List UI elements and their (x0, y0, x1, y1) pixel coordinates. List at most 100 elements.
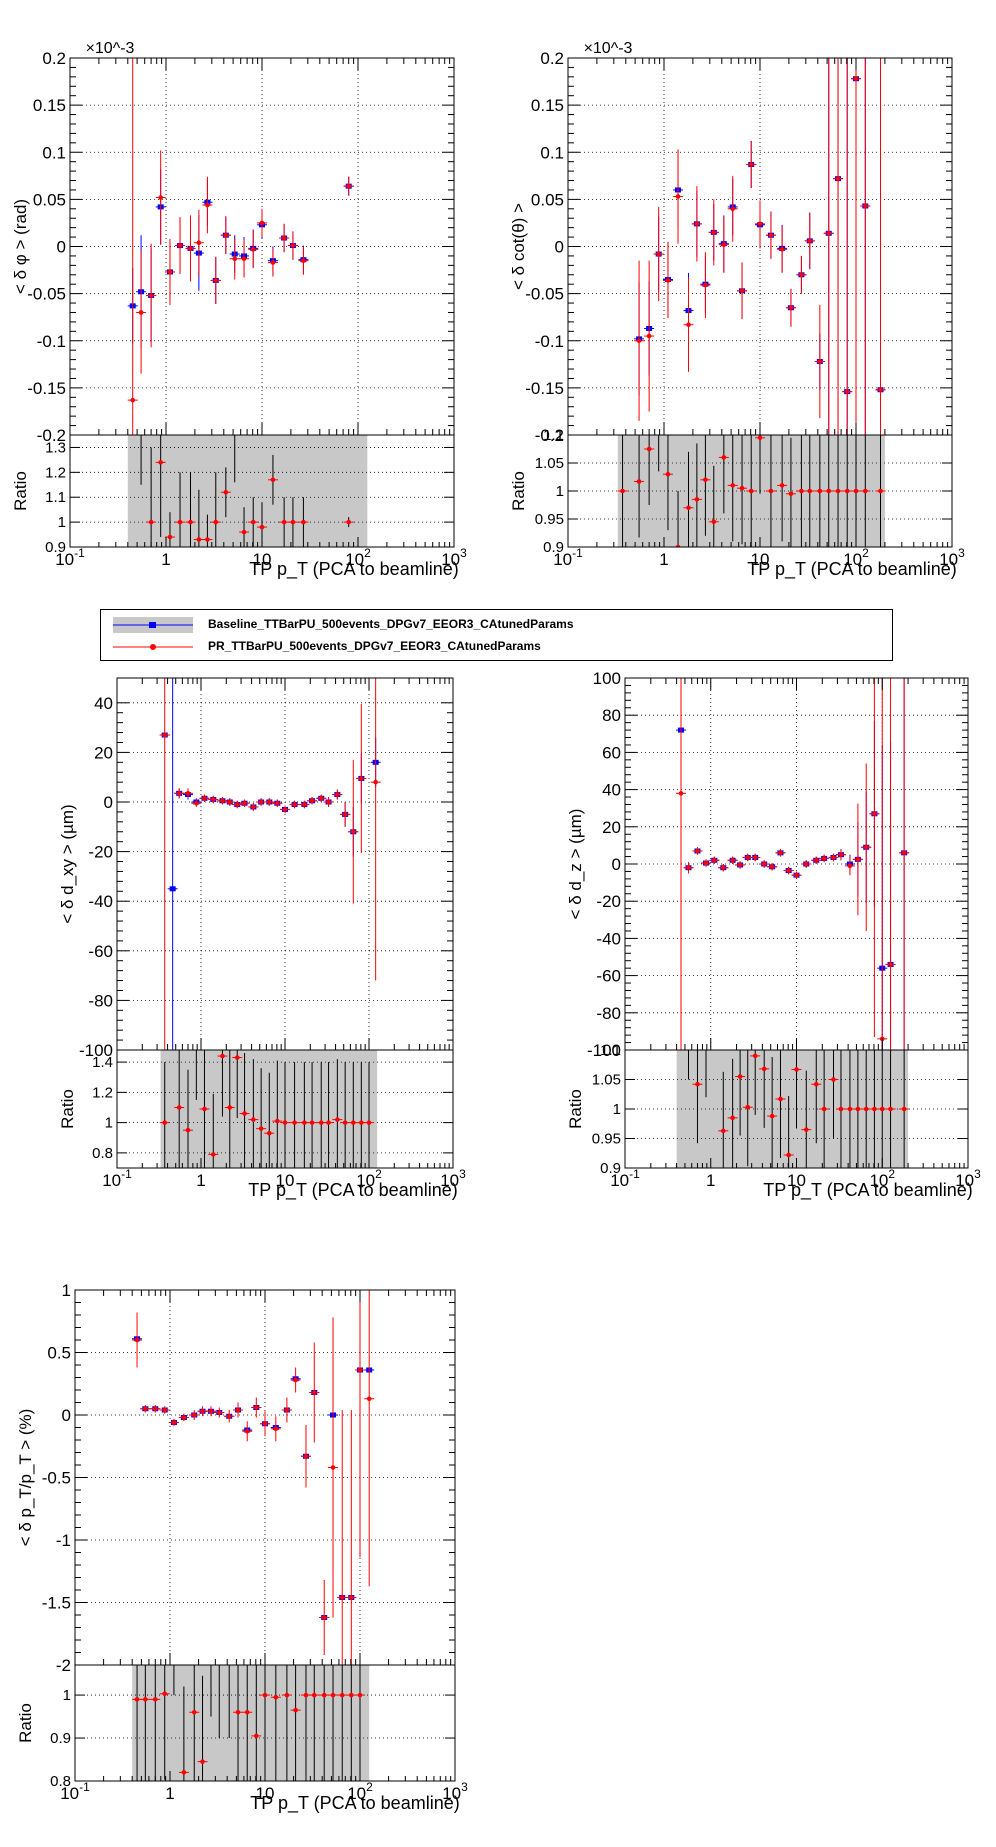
ratio-point (761, 1066, 767, 1072)
data-point-pr (826, 231, 832, 236)
ratio-point (181, 1770, 187, 1775)
x-tick-label: 102 (869, 1167, 895, 1190)
ratio-y-tick-label: 1 (63, 1687, 71, 1704)
data-point-pr (152, 1406, 158, 1412)
data-point-pr (138, 310, 144, 315)
y-tick-label: -0.05 (27, 285, 66, 304)
data-point-pr (678, 791, 684, 796)
legend-symbol-pr (113, 644, 193, 650)
ratio-point (357, 1692, 363, 1698)
ratio-point (803, 1127, 809, 1132)
ratio-point (350, 1120, 356, 1125)
data-point-pr (321, 1615, 327, 1620)
y-tick-label: 0.15 (33, 96, 66, 115)
data-point-pr (855, 857, 861, 862)
data-point-pr (259, 220, 265, 226)
x-tick-label: 102 (356, 1167, 382, 1190)
ratio-series (132, 1665, 365, 1781)
data-point-pr (748, 162, 754, 167)
ratio-point (739, 485, 745, 491)
x-tick-label: 102 (843, 546, 869, 569)
data-point-pr (817, 359, 823, 364)
series-baseline (132, 1336, 375, 1620)
ratio-point (847, 1106, 853, 1112)
ratio-point (817, 488, 823, 494)
data-point-pr (847, 863, 853, 869)
data-point-pr (752, 855, 758, 860)
ratio-point (162, 1120, 168, 1125)
data-point-pr (254, 1405, 259, 1410)
ratio-point (675, 544, 681, 547)
ratio-y-tick-label: 0.95 (535, 511, 564, 528)
y-tick-label: 40 (602, 781, 621, 800)
ratio-point (290, 519, 296, 525)
data-point-pr (234, 802, 240, 807)
ratio-point (273, 1694, 279, 1700)
legend-label-pr: PR_TTBarPU_500events_DPGv7_EEOR3_CAtuned… (208, 639, 541, 653)
legend-box: Baseline_TTBarPU_500events_DPGv7_EEOR3_C… (100, 609, 893, 661)
y-tick-label: -0.15 (27, 379, 66, 398)
ratio-point (853, 488, 859, 494)
ratio-series (617, 435, 886, 547)
y-tick-label: -20 (88, 843, 113, 862)
chart-panel-5: -2 -1.5 -1 -0.5 0 0.5 1 0.8 0.9 1 10-1 1 10 102 103TP … (16, 1281, 468, 1814)
ratio-point (258, 1126, 264, 1131)
data-point-pr (686, 322, 691, 328)
y-tick-label: 0.05 (531, 190, 564, 209)
ratio-point (901, 1106, 907, 1112)
ratio-axis-title: Ratio (509, 471, 528, 511)
data-point-pr (167, 269, 173, 275)
data-point-pr (202, 795, 207, 801)
series-pr (634, 58, 886, 435)
data-point-pr (250, 247, 256, 252)
ratio-y-tick-label: 1 (58, 514, 66, 531)
ratio-point (838, 1106, 844, 1112)
ratio-y-tick-label: 0.9 (543, 539, 564, 556)
ratio-axis-title: Ratio (16, 1703, 35, 1743)
data-point-pr (162, 732, 168, 738)
data-point-pr (176, 791, 182, 796)
data-point-pr (303, 1453, 309, 1459)
y-tick-label: -1.5 (42, 1594, 71, 1613)
x-axis-title: TP p_T (PCA to beamline) (250, 1793, 459, 1814)
data-point-pr (220, 798, 225, 804)
data-point-pr (844, 389, 850, 394)
y-tick-label: -0.1 (535, 332, 564, 351)
chart-panel-4: -100 -80 -60 -40 -20 0 20 40 60 80 100 0.9 0.95 1 1.05… (566, 669, 981, 1201)
data-point-pr (208, 1408, 214, 1414)
data-point-pr (711, 230, 717, 235)
data-point-pr (130, 397, 136, 403)
y-tick-label: 40 (94, 694, 113, 713)
ratio-point (835, 488, 841, 494)
y-tick-label: 0.1 (540, 143, 564, 162)
data-point-pr (803, 861, 809, 867)
x-tick-label: 1 (161, 550, 170, 569)
legend-label-baseline: Baseline_TTBarPU_500events_DPGv7_EEOR3_C… (208, 617, 574, 631)
ratio-point (863, 1106, 869, 1112)
data-point-pr (181, 1415, 187, 1420)
data-point-pr (290, 243, 296, 248)
ratio-y-tick-label: 1.1 (600, 1042, 621, 1059)
ratio-y-tick-label: 1 (105, 1115, 113, 1132)
data-point-pr (335, 792, 340, 797)
ratio-point (778, 1096, 783, 1102)
data-point-pr (226, 1413, 232, 1419)
ratio-point (191, 1709, 197, 1715)
ratio-y-tick-label: 1.3 (45, 439, 66, 456)
series-pr (127, 58, 354, 435)
y-axis-title: < δ d_xy > (µm) (58, 804, 77, 923)
data-point-pr (342, 812, 348, 817)
ratio-point (303, 1692, 309, 1698)
ratio-point (194, 1037, 199, 1042)
data-point-pr (309, 798, 315, 804)
ratio-point (167, 534, 173, 540)
x-tick-label: 10-1 (55, 546, 85, 569)
data-point-pr (330, 1465, 336, 1470)
y-exponent-label: ×10^-3 (584, 40, 633, 57)
data-point-pr (373, 779, 378, 785)
x-axis-title: TP p_T (PCA to beamline) (249, 559, 458, 580)
y-tick-label: -60 (596, 967, 621, 986)
ratio-point (799, 488, 804, 494)
ratio-point (349, 1692, 354, 1698)
